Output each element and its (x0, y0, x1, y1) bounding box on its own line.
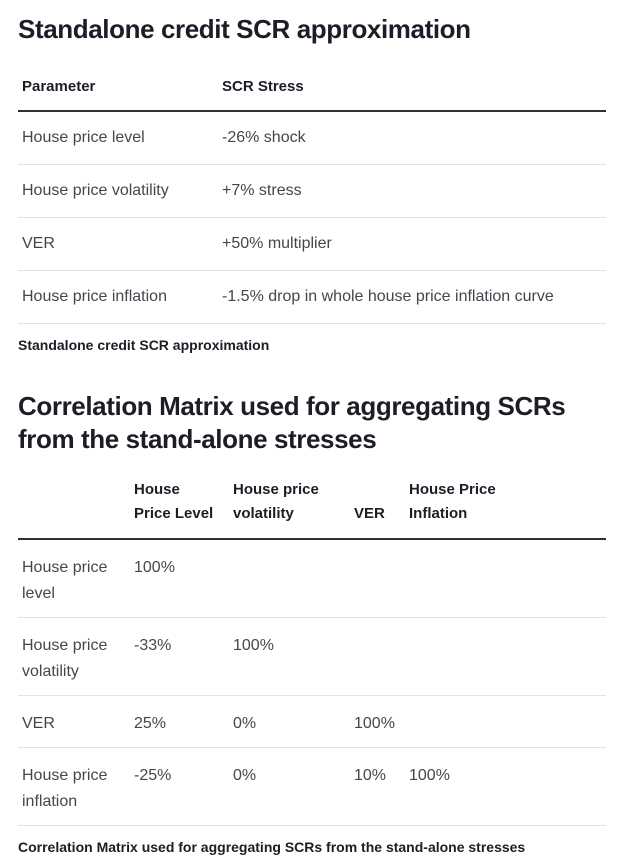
correlation-matrix-table: House Price Level House price volatility… (18, 474, 606, 826)
row-label-cell: House price level (18, 539, 134, 618)
matrix-value-cell (409, 618, 606, 696)
table-row: House price level -26% shock (18, 111, 606, 165)
parameter-cell: VER (22, 235, 55, 252)
correlation-matrix-caption: Correlation Matrix used for aggregating … (18, 839, 526, 855)
standalone-scr-table: Parameter SCR Stress House price level -… (18, 72, 606, 324)
matrix-value-cell (354, 618, 409, 696)
correlation-matrix-title: Correlation Matrix used for aggregating … (18, 391, 566, 454)
col-header-house-price-volatility: House price volatility (233, 474, 354, 539)
table-row: House price volatility -33% 100% (18, 618, 606, 696)
col-header-parameter: Parameter (22, 78, 96, 95)
matrix-value-cell: -33% (134, 637, 172, 654)
matrix-value-cell: 100% (134, 559, 175, 576)
row-label-cell: VER (18, 696, 134, 748)
table-row: House price inflation -1.5% drop in whol… (18, 271, 606, 324)
col-header-house-price-inflation: House Price Inflation (409, 474, 606, 539)
matrix-value-cell: 0% (233, 767, 257, 784)
col-header-scr-stress: SCR Stress (222, 78, 304, 95)
matrix-value-cell: 100% (409, 767, 450, 784)
header-line: House Price (409, 481, 496, 498)
header-line: Price Level (134, 505, 214, 522)
matrix-value-cell: 25% (134, 715, 167, 732)
stress-cell: -26% shock (222, 129, 306, 146)
article-content: Standalone credit SCR approximation Para… (18, 13, 606, 856)
stress-cell: +50% multiplier (222, 235, 332, 252)
parameter-cell: House price volatility (22, 182, 169, 199)
matrix-value-cell: 100% (354, 715, 395, 732)
header-line: House price (233, 481, 319, 498)
label-line: inflation (22, 793, 78, 810)
header-line: VER (354, 505, 385, 522)
matrix-value-cell (409, 696, 606, 748)
matrix-value-cell: 10% (354, 767, 387, 784)
col-header-ver: VER (354, 474, 409, 539)
label-line: volatility (22, 663, 79, 680)
table-row: House price volatility +7% stress (18, 165, 606, 218)
matrix-value-cell (233, 539, 354, 618)
correlation-matrix-section: Correlation Matrix used for aggregating … (18, 390, 606, 856)
parameter-cell: House price inflation (22, 288, 167, 305)
matrix-value-cell: -25% (134, 767, 172, 784)
stress-cell: -1.5% drop in whole house price inflatio… (222, 288, 554, 305)
standalone-scr-section: Standalone credit SCR approximation Para… (18, 13, 606, 354)
label-line: House price (22, 637, 108, 654)
row-label-cell: House price volatility (18, 618, 134, 696)
header-row: House Price Level House price volatility… (18, 474, 606, 539)
label-line: House price (22, 559, 108, 576)
col-header-house-price-level: House Price Level (134, 474, 233, 539)
standalone-scr-title: Standalone credit SCR approximation (18, 14, 471, 44)
parameter-cell: House price level (22, 129, 145, 146)
matrix-value-cell: 100% (233, 637, 274, 654)
label-line: House price (22, 767, 108, 784)
label-line: VER (22, 715, 55, 732)
standalone-scr-caption: Standalone credit SCR approximation (18, 337, 270, 353)
table-row: VER +50% multiplier (18, 218, 606, 271)
header-line: Inflation (409, 505, 468, 522)
header-line: volatility (233, 505, 294, 522)
matrix-value-cell (354, 539, 409, 618)
matrix-value-cell: 0% (233, 715, 257, 732)
header-row: Parameter SCR Stress (18, 72, 606, 111)
stress-cell: +7% stress (222, 182, 302, 199)
table-row: VER 25% 0% 100% (18, 696, 606, 748)
label-line: level (22, 585, 55, 602)
row-label-cell: House price inflation (18, 748, 134, 826)
table-row: House price level 100% (18, 539, 606, 618)
header-line: House (134, 481, 180, 498)
table-row: House price inflation -25% 0% 10% 100% (18, 748, 606, 826)
matrix-value-cell (409, 539, 606, 618)
corner-header-cell (18, 474, 134, 539)
